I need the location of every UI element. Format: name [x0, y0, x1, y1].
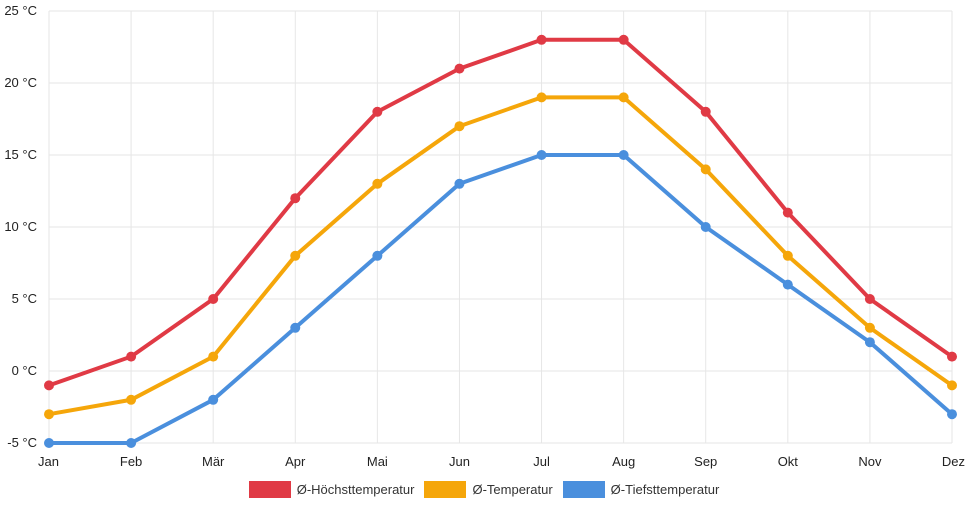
data-point[interactable] — [536, 92, 547, 103]
data-point[interactable] — [454, 63, 465, 74]
legend-item-avg-temperature[interactable]: Ø-Temperatur — [424, 481, 553, 498]
series-group — [44, 34, 957, 391]
legend: Ø-Höchsttemperatur Ø-Temperatur Ø-Tiefst… — [0, 481, 968, 498]
legend-swatch-avg-temperature — [424, 481, 467, 498]
x-tick-label: Jan — [38, 454, 59, 469]
data-point[interactable] — [208, 294, 219, 304]
data-point[interactable] — [290, 322, 301, 333]
y-axis-ticks: 25 °C 20 °C 15 °C 10 °C 5 °C 0 °C -5 °C — [4, 3, 37, 450]
y-tick-label: 15 °C — [4, 147, 37, 162]
x-tick-label: Dez — [942, 454, 965, 469]
data-point[interactable] — [44, 438, 54, 448]
data-point[interactable] — [700, 106, 711, 117]
x-tick-label: Mär — [202, 454, 225, 469]
data-point[interactable] — [454, 121, 465, 132]
data-point[interactable] — [700, 164, 711, 175]
grid — [48, 10, 953, 444]
data-point[interactable] — [618, 150, 629, 160]
y-tick-label: 20 °C — [4, 75, 37, 90]
data-point[interactable] — [782, 250, 793, 261]
data-point[interactable] — [864, 337, 875, 348]
data-point[interactable] — [782, 279, 793, 290]
x-tick-label: Jun — [449, 454, 470, 469]
data-point[interactable] — [208, 351, 219, 362]
data-point[interactable] — [782, 207, 793, 218]
legend-label-avg-temperature: Ø-Temperatur — [472, 482, 553, 497]
x-tick-label: Nov — [858, 454, 882, 469]
data-point[interactable] — [372, 178, 383, 189]
series-line — [47, 153, 954, 445]
data-point[interactable] — [290, 250, 301, 261]
data-point[interactable] — [618, 34, 629, 45]
legend-item-min-temperature[interactable]: Ø-Tiefsttemperatur — [562, 481, 720, 498]
y-tick-label: 0 °C — [12, 363, 37, 378]
data-point[interactable] — [864, 294, 875, 304]
y-tick-label: 10 °C — [4, 219, 37, 234]
data-point[interactable] — [536, 150, 547, 160]
x-tick-label: Feb — [120, 454, 142, 469]
data-point[interactable] — [536, 34, 547, 45]
y-tick-label: 25 °C — [4, 3, 37, 18]
legend-label-min-temperature: Ø-Tiefsttemperatur — [610, 482, 720, 497]
legend-item-max-temperature[interactable]: Ø-Höchsttemperatur — [248, 481, 415, 498]
legend-label-max-temperature: Ø-Höchsttemperatur — [296, 482, 415, 497]
x-tick-label: Sep — [694, 454, 717, 469]
data-point[interactable] — [208, 394, 219, 405]
data-point[interactable] — [947, 351, 957, 362]
y-tick-label: -5 °C — [7, 435, 37, 450]
data-point[interactable] — [372, 106, 383, 117]
series-lines — [44, 34, 957, 448]
data-point[interactable] — [126, 394, 137, 405]
data-point[interactable] — [454, 178, 465, 189]
y-tick-label: 5 °C — [12, 291, 37, 306]
series-group — [44, 150, 957, 448]
data-point[interactable] — [947, 409, 957, 420]
x-tick-label: Jul — [533, 454, 550, 469]
data-point[interactable] — [947, 380, 957, 391]
x-axis-ticks: Jan Feb Mär Apr Mai Jun Jul Aug Sep Okt Nov Dez — [38, 454, 965, 469]
x-tick-label: Apr — [285, 454, 306, 469]
x-tick-label: Okt — [778, 454, 799, 469]
data-point[interactable] — [44, 409, 54, 420]
legend-swatch-max-temperature — [248, 481, 291, 498]
legend-swatch-min-temperature — [562, 481, 605, 498]
data-point[interactable] — [700, 222, 711, 232]
x-tick-label: Mai — [367, 454, 388, 469]
series-line — [47, 37, 954, 388]
series-line — [47, 95, 954, 417]
data-point[interactable] — [44, 380, 54, 391]
data-point[interactable] — [126, 351, 137, 362]
data-point[interactable] — [126, 438, 137, 448]
data-point[interactable] — [618, 92, 629, 103]
data-point[interactable] — [864, 322, 875, 333]
x-tick-label: Aug — [612, 454, 635, 469]
data-point[interactable] — [290, 193, 301, 204]
series-group — [44, 92, 957, 420]
data-point[interactable] — [372, 250, 383, 261]
